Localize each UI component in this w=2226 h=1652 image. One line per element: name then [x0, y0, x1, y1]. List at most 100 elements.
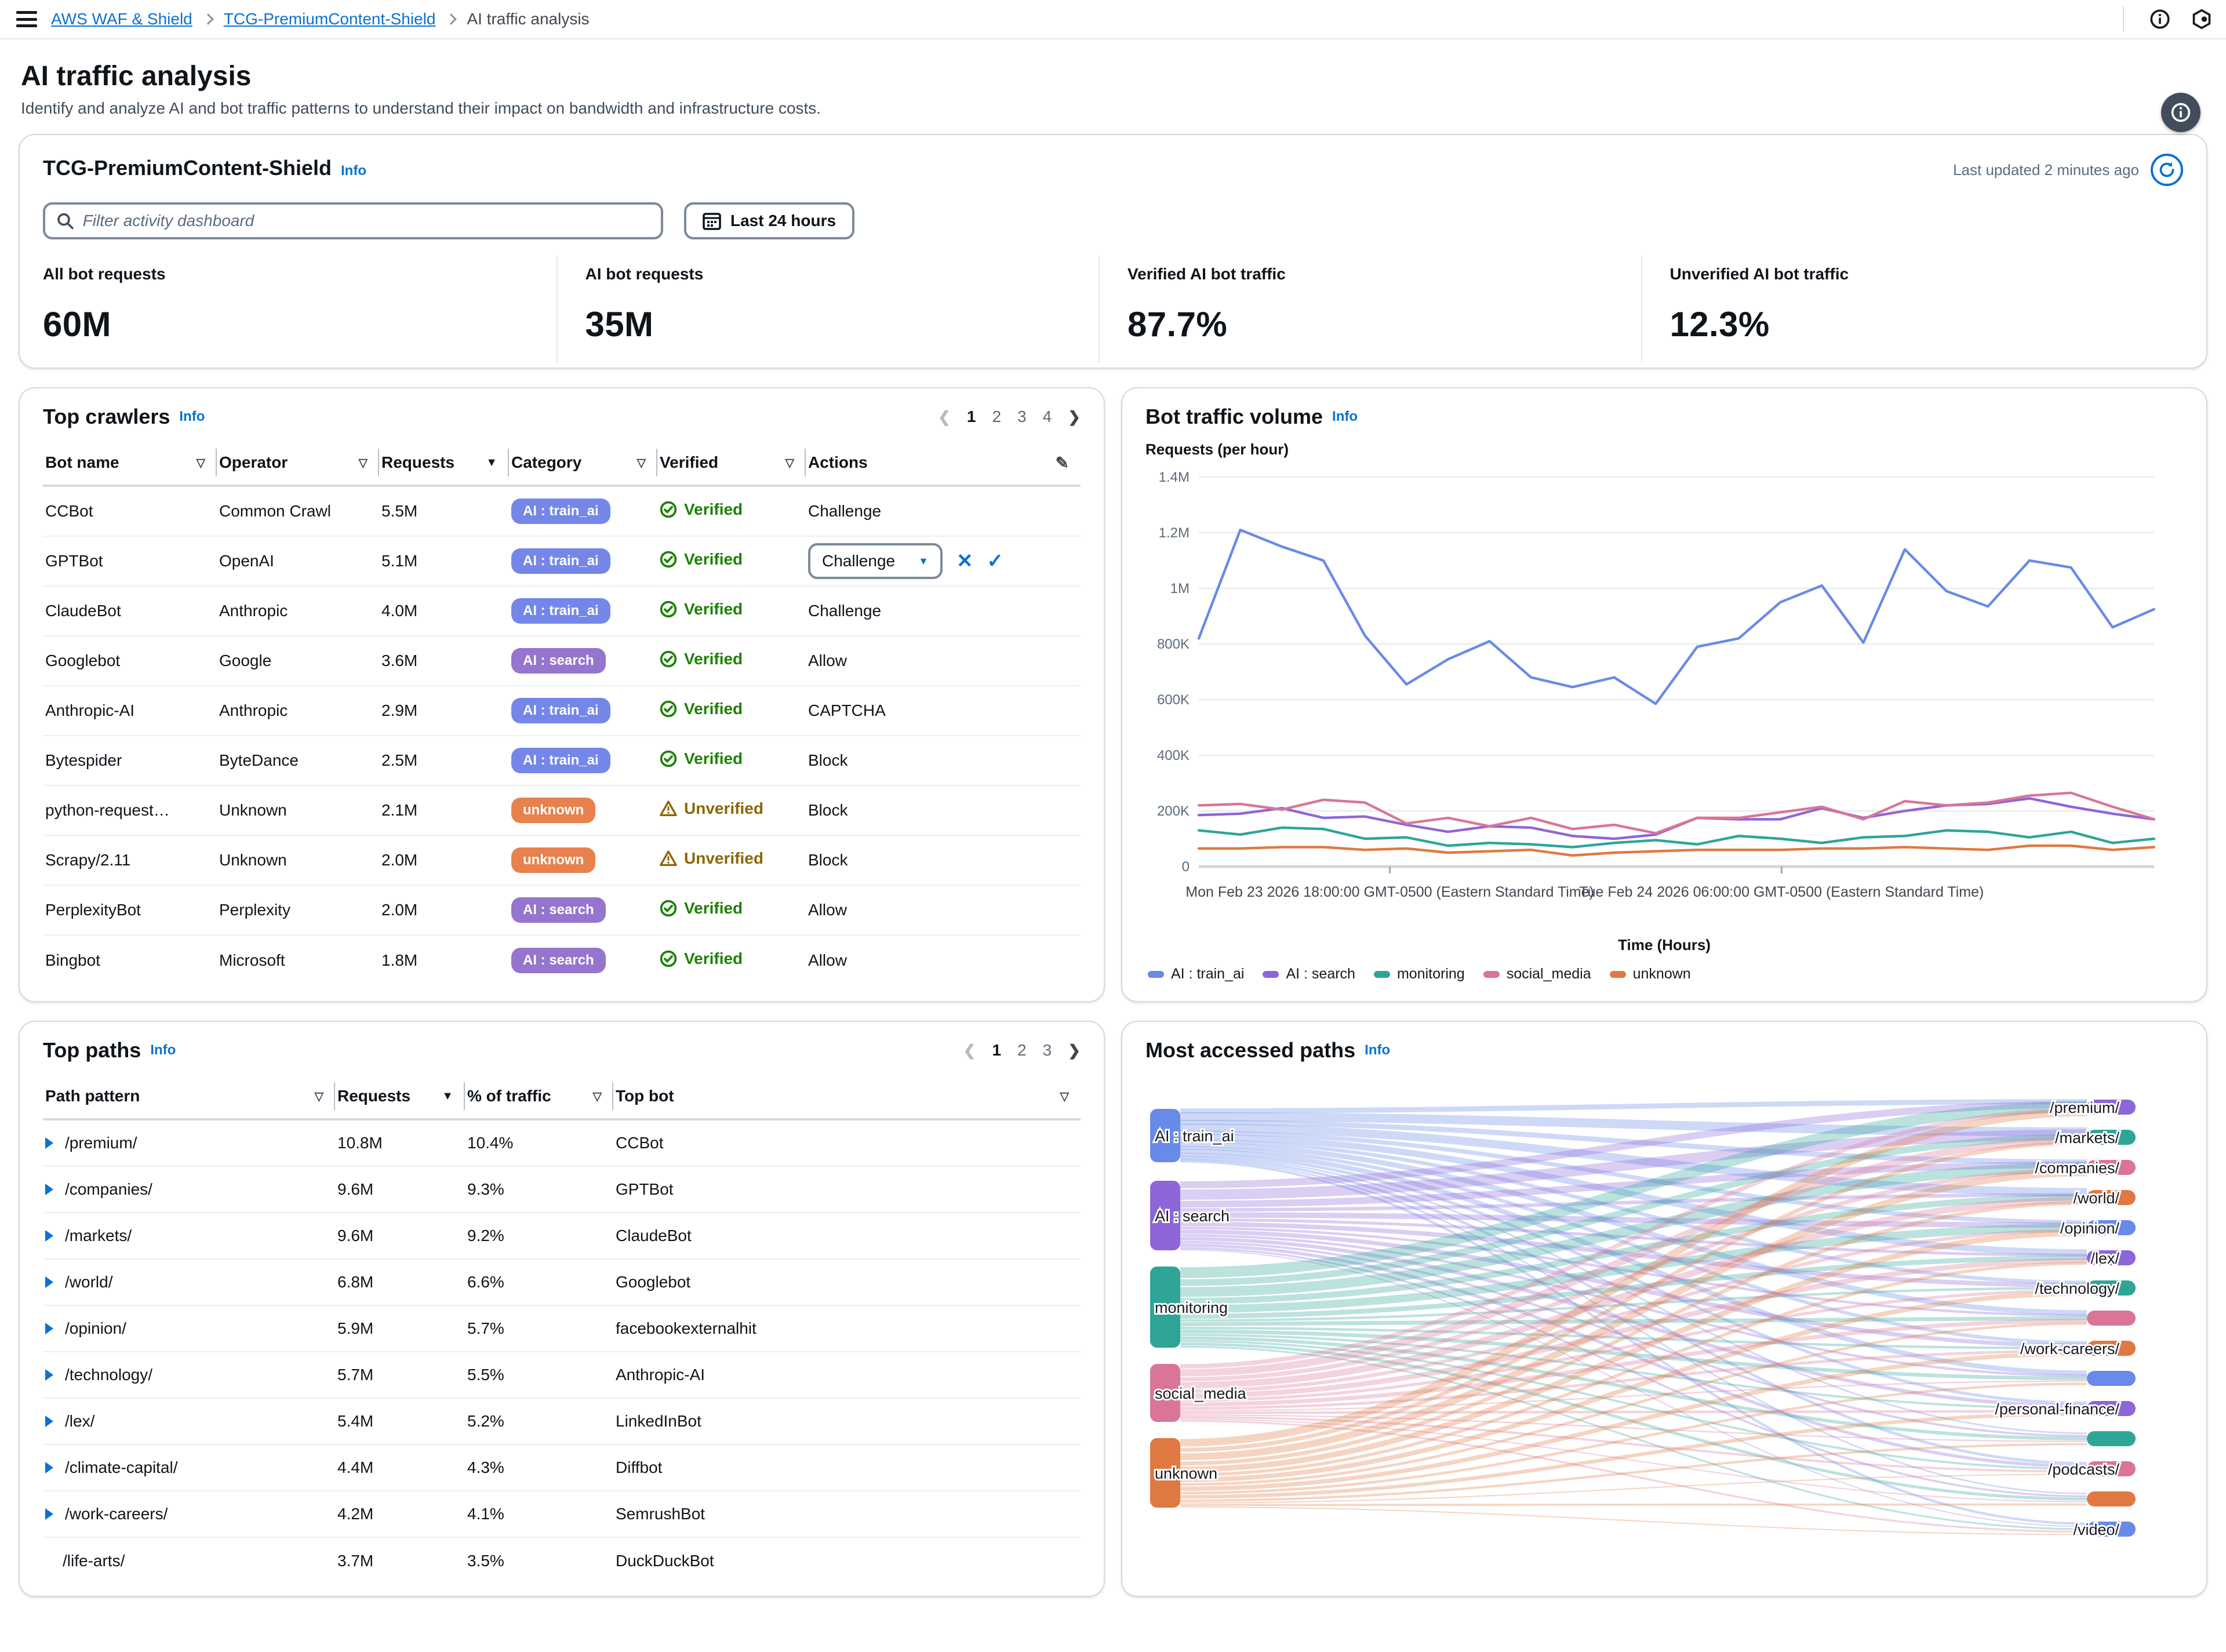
sankey-link[interactable] [1180, 1249, 2087, 1527]
sankey-link[interactable] [1180, 1229, 2087, 1348]
sankey-link[interactable] [1180, 1101, 2087, 1189]
sankey-link[interactable] [1180, 1342, 2087, 1501]
column-header-path-pattern[interactable]: Path pattern ▽ [43, 1082, 335, 1110]
expand-row-icon[interactable] [45, 1369, 53, 1381]
sankey-link[interactable] [1180, 1133, 2087, 1256]
sankey-link[interactable] [1180, 1227, 2087, 1317]
sankey-source-node[interactable] [1150, 1438, 1180, 1508]
sankey-link[interactable] [1180, 1243, 2087, 1468]
pagination-next-arrow[interactable]: ❯ [1068, 408, 1081, 425]
filter-dropdown-icon[interactable]: ▽ [196, 456, 205, 470]
most-accessed-info-link[interactable]: Info [1365, 1042, 1391, 1058]
sankey-link[interactable] [1180, 1161, 2087, 1208]
sankey-link[interactable] [1180, 1329, 2087, 1381]
info-circle-icon[interactable] [2149, 9, 2170, 30]
sankey-link[interactable] [1180, 1414, 2087, 1442]
info-panel-button[interactable] [2161, 93, 2200, 132]
filter-dropdown-icon[interactable]: ▽ [636, 456, 646, 470]
sankey-link[interactable] [1180, 1159, 2087, 1494]
sankey-target-node[interactable] [2087, 1461, 2136, 1476]
sankey-link[interactable] [1180, 1224, 2087, 1313]
expand-row-icon[interactable] [45, 1508, 53, 1520]
sankey-link[interactable] [1180, 1141, 2087, 1452]
column-header-bot-name[interactable]: Bot name ▽ [43, 449, 217, 476]
expand-row-icon[interactable] [45, 1184, 53, 1195]
sankey-link[interactable] [1180, 1333, 2087, 1410]
sankey-source-node[interactable] [1150, 1267, 1180, 1348]
sankey-link[interactable] [1180, 1322, 2087, 1486]
legend-item[interactable]: social_media [1483, 966, 1591, 983]
sankey-link[interactable] [1180, 1506, 2087, 1535]
pagination-page-4[interactable]: 4 [1042, 407, 1052, 425]
sankey-link[interactable] [1180, 1247, 2087, 1498]
sankey-link[interactable] [1180, 1351, 2087, 1491]
sankey-link[interactable] [1180, 1240, 2087, 1438]
pagination-page-1[interactable]: 1 [992, 1041, 1002, 1059]
sankey-link[interactable] [1180, 1099, 2087, 1114]
column-header-top-bot[interactable]: Top bot ▽ [613, 1082, 1081, 1110]
sankey-link[interactable] [1180, 1212, 2087, 1228]
pagination-page-3[interactable]: 3 [1017, 407, 1027, 425]
expand-row-icon[interactable] [45, 1416, 53, 1427]
sankey-link[interactable] [1180, 1169, 2087, 1461]
sankey-target-node[interactable] [2087, 1190, 2136, 1205]
sankey-link[interactable] [1180, 1156, 2087, 1465]
sankey-link[interactable] [1180, 1412, 2087, 1499]
action-select[interactable]: Challenge ▼ [808, 543, 943, 579]
sankey-link[interactable] [1180, 1291, 2087, 1482]
sankey-link[interactable] [1180, 1418, 2087, 1502]
sankey-link[interactable] [1180, 1443, 2087, 1502]
sankey-target-node[interactable] [2087, 1431, 2136, 1446]
sankey-target-node[interactable] [2087, 1250, 2136, 1265]
sankey-link[interactable] [1180, 1316, 2087, 1326]
sankey-link[interactable] [1180, 1473, 2087, 1504]
sankey-link[interactable] [1180, 1228, 2087, 1393]
date-range-button[interactable]: Last 24 hours [684, 202, 855, 239]
sankey-link[interactable] [1180, 1286, 2087, 1322]
sankey-link[interactable] [1180, 1345, 2087, 1530]
filter-dropdown-icon[interactable]: ▽ [314, 1090, 323, 1103]
sankey-link[interactable] [1180, 1221, 2087, 1288]
sankey-link[interactable] [1180, 1416, 2087, 1473]
sankey-link[interactable] [1180, 1230, 2087, 1472]
sankey-link[interactable] [1180, 1160, 2087, 1525]
sankey-link[interactable] [1180, 1201, 2087, 1466]
legend-item[interactable]: unknown [1609, 966, 1691, 983]
column-header-category[interactable]: Category ▽ [509, 449, 657, 476]
sankey-link[interactable] [1180, 1234, 2087, 1377]
sankey-link[interactable] [1180, 1194, 2087, 1304]
sankey-target-node[interactable] [2087, 1311, 2136, 1326]
sankey-target-node[interactable] [2087, 1371, 2136, 1386]
breadcrumb-link-waf[interactable]: AWS WAF & Shield [51, 10, 192, 28]
expand-row-icon[interactable] [45, 1276, 53, 1288]
sankey-link[interactable] [1180, 1410, 2087, 1414]
pagination-page-1[interactable]: 1 [966, 407, 976, 425]
sankey-link[interactable] [1180, 1148, 2087, 1376]
sankey-link[interactable] [1180, 1134, 2087, 1286]
pagination-next-arrow[interactable]: ❯ [1068, 1042, 1081, 1059]
sankey-source-node[interactable] [1150, 1364, 1180, 1422]
sankey-link[interactable] [1180, 1162, 2087, 1297]
expand-row-icon[interactable] [45, 1462, 53, 1473]
pagination-page-2[interactable]: 2 [992, 407, 1002, 425]
expand-row-icon[interactable] [45, 1230, 53, 1242]
filter-activity-input[interactable] [82, 212, 649, 230]
column-header-actions[interactable]: Actions ✎ [806, 449, 1081, 476]
sankey-link[interactable] [1180, 1152, 2087, 1405]
filter-dropdown-icon[interactable]: ▽ [1060, 1090, 1069, 1103]
sankey-link[interactable] [1180, 1129, 2087, 1200]
sankey-link[interactable] [1180, 1197, 2087, 1389]
sankey-link[interactable] [1180, 1382, 2087, 1494]
column-header-operator[interactable]: Operator ▽ [217, 449, 379, 476]
sankey-link[interactable] [1180, 1112, 2087, 1137]
sankey-link[interactable] [1180, 1146, 2087, 1345]
sankey-link[interactable] [1180, 1155, 2087, 1434]
sankey-link[interactable] [1180, 1130, 2087, 1225]
sort-descending-icon[interactable]: ▼ [486, 456, 497, 469]
refresh-button[interactable] [2151, 154, 2183, 186]
top-paths-info-link[interactable]: Info [150, 1042, 176, 1058]
sankey-target-node[interactable] [2087, 1280, 2136, 1296]
sankey-link[interactable] [1180, 1107, 2087, 1369]
sankey-link[interactable] [1180, 1136, 2087, 1377]
sankey-target-node[interactable] [2087, 1130, 2136, 1145]
